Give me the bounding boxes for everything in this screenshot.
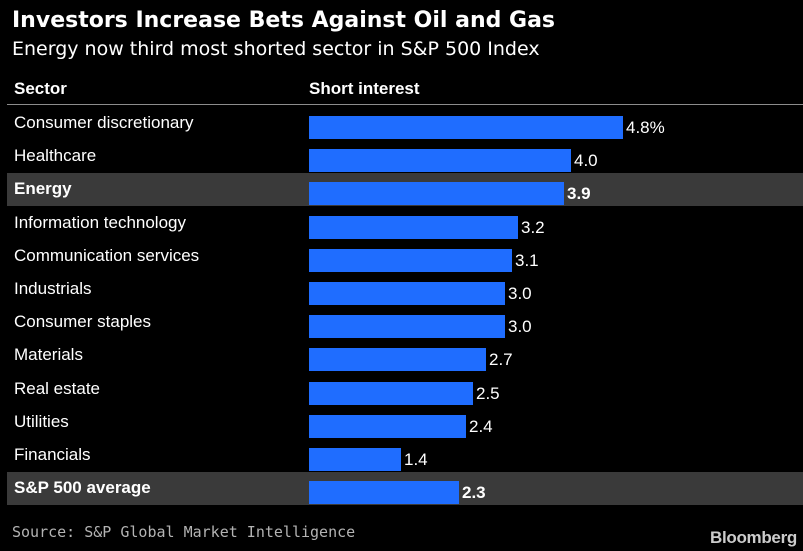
bar [309,481,459,505]
category-label: Consumer staples [14,312,152,332]
brand-logo: Bloomberg [709,528,797,547]
column-header-sector: Sector [14,79,67,98]
data-label: 3.9 [567,184,591,204]
header-divider [7,104,803,105]
bar [309,414,466,438]
bar [309,448,401,471]
bar [309,348,486,372]
category-label: Financials [14,445,91,464]
bar [309,215,518,239]
data-label: 2.4 [469,416,493,436]
data-label: 4.8% [626,118,665,137]
chart-title: Investors Increase Bets Against Oil and … [12,8,556,33]
data-label: 3.1 [515,250,539,270]
category-label: Communication services [14,245,200,265]
category-label: S&P 500 average [14,478,151,498]
bar [309,248,512,272]
bar [309,182,564,206]
category-label: Materials [14,345,83,365]
bar [309,381,473,405]
data-label: 3.0 [508,284,532,303]
bar-row: Financials 1.4 [7,439,803,472]
bar-row: S&P 500 average 2.3 [7,472,803,506]
source-note: Source: S&P Global Market Intelligence [12,523,356,541]
bar-row: Real estate 2.5 [7,373,803,406]
bar [309,282,505,305]
category-label: Information technology [14,212,186,232]
category-label: Utilities [14,411,69,431]
bar-row: Industrials 3.0 [7,273,803,306]
bar-row: Materials 2.7 [7,339,803,372]
bar-row: Consumer staples 3.0 [7,306,803,339]
column-header-short-interest: Short interest [309,79,420,98]
data-label: 4.0 [574,151,598,171]
bar-row: Consumer discretionary 4.8% [7,107,803,140]
bar [309,149,571,173]
chart-subtitle: Energy now third most shorted sector in … [12,38,540,60]
data-label: 2.7 [489,350,513,370]
bar [309,116,623,139]
bar [309,315,505,339]
category-label: Healthcare [14,146,97,166]
data-label: 3.0 [508,317,532,337]
bar-row: Healthcare 4.0 [7,140,803,173]
category-label: Energy [14,179,72,199]
bar-row: Utilities 2.4 [7,406,803,439]
category-label: Industrials [14,279,92,298]
data-label: 1.4 [404,450,428,469]
category-label: Consumer discretionary [14,113,194,132]
category-label: Real estate [14,378,100,398]
bar-row: Communication services 3.1 [7,240,803,273]
data-label: 2.3 [462,483,486,503]
data-label: 3.2 [521,217,545,237]
bar-row: Energy 3.9 [7,173,803,207]
data-label: 2.5 [476,383,500,403]
bar-row: Information technology 3.2 [7,207,803,240]
